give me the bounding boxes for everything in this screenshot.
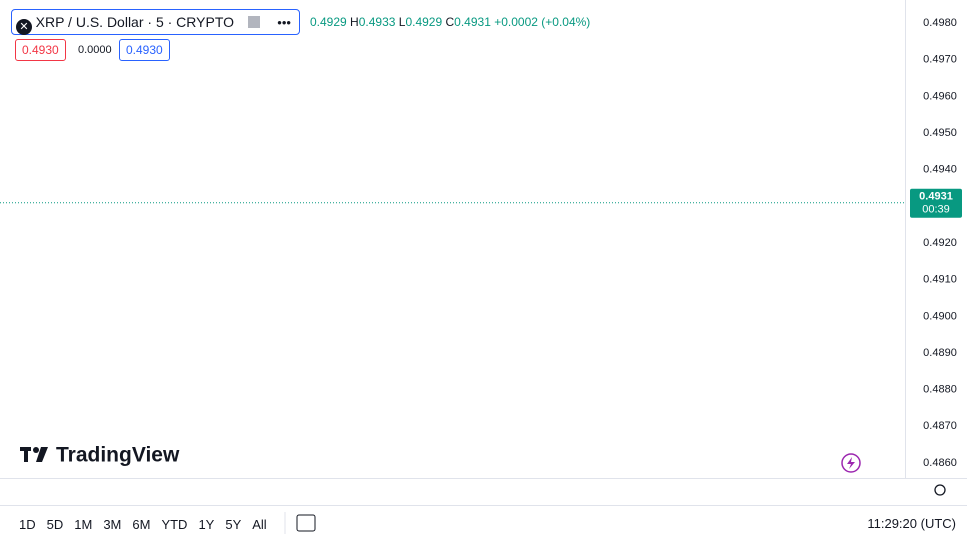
y-tick-label: 0.4910 — [923, 274, 957, 286]
last-price-box — [910, 188, 962, 218]
flash-icon-bolt — [847, 457, 855, 469]
settings-icon[interactable] — [934, 484, 946, 496]
y-tick-label: 0.4950 — [923, 127, 957, 139]
range-button[interactable]: 5Y — [225, 517, 242, 532]
range-button[interactable]: 1Y — [198, 517, 215, 532]
change-value: +0.0002 (+0.04%) — [494, 15, 591, 29]
y-tick-label: 0.4970 — [923, 54, 957, 66]
watermark-text: TradingView — [56, 444, 180, 467]
flash-icon[interactable] — [841, 453, 861, 473]
close-value: 0.4931 — [454, 15, 491, 29]
spread: 0.0000 — [78, 44, 112, 56]
high-value: 0.4933 — [358, 15, 396, 29]
watermark-logo — [20, 447, 48, 462]
flag-icon[interactable] — [247, 16, 260, 28]
buy-price[interactable]: 0.4930 — [119, 39, 170, 61]
countdown-label: 00:39 — [922, 204, 950, 216]
range-button[interactable]: 1M — [74, 517, 93, 532]
y-tick-label: 0.4860 — [923, 457, 957, 469]
symbol-box[interactable]: ✕ XRP / U.S. Dollar · 5 · CRYPTO ••• — [11, 9, 300, 35]
range-button[interactable]: All — [252, 517, 267, 532]
y-tick-label: 0.4890 — [923, 347, 957, 359]
logo-shape — [24, 447, 28, 462]
range-bar: 1D 5D 1M 3M 6M YTD 1Y 5Y All — [19, 516, 278, 534]
y-tick-label: 0.4880 — [923, 384, 957, 396]
sell-price[interactable]: 0.4930 — [15, 39, 66, 61]
symbol-icon: ✕ — [16, 19, 32, 35]
last-price-label: 0.4931 — [919, 191, 953, 203]
date-range-icon[interactable] — [296, 514, 316, 532]
y-tick-label: 0.4960 — [923, 90, 957, 102]
y-tick-label: 0.4980 — [923, 17, 957, 29]
range-button[interactable]: YTD — [161, 517, 188, 532]
y-tick-label: 0.4940 — [923, 164, 957, 176]
y-tick-label: 0.4920 — [923, 237, 957, 249]
range-button[interactable]: 6M — [132, 517, 151, 532]
logo-shape — [36, 447, 48, 462]
y-tick-label: 0.4870 — [923, 420, 957, 432]
logo-shape — [33, 447, 39, 453]
open-value: 0.4929 — [310, 15, 347, 29]
symbol-title: XRP / U.S. Dollar · 5 · CRYPTO — [35, 14, 235, 30]
more-icon[interactable]: ••• — [277, 15, 291, 30]
range-button[interactable]: 5D — [46, 517, 64, 532]
range-button[interactable]: 3M — [103, 517, 122, 532]
clock: 11:29:20 (UTC) — [867, 516, 956, 531]
range-button[interactable]: 1D — [19, 517, 36, 532]
y-tick-label: 0.4900 — [923, 310, 957, 322]
low-value: 0.4929 — [405, 15, 443, 29]
ohlc-legend: 0.4929 H0.4933 L0.4929 C0.4931 +0.0002 (… — [310, 15, 591, 29]
